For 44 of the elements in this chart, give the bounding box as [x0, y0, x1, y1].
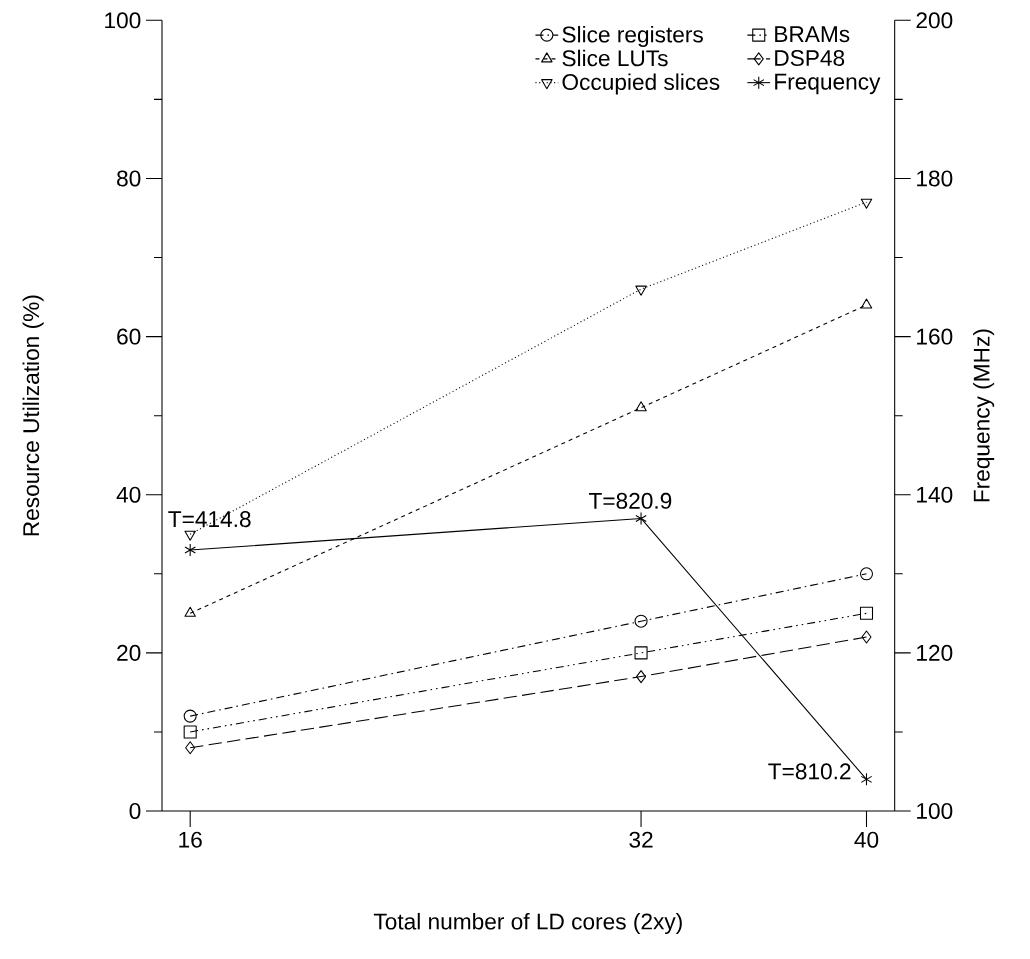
- point: [184, 543, 196, 557]
- annotation: T=820.9: [588, 492, 672, 509]
- legend-label: BRAMs: [775, 26, 850, 43]
- point: [634, 614, 648, 628]
- point: [860, 772, 873, 786]
- point: [184, 530, 196, 541]
- y2-tick-label: 160: [917, 328, 953, 345]
- legend-label: Slice LUTs: [562, 49, 668, 67]
- x-tick-label: 16: [179, 831, 202, 848]
- point: [183, 709, 197, 723]
- point: [859, 606, 874, 620]
- point: [184, 606, 196, 617]
- y2-tick-label: 120: [917, 644, 953, 661]
- x-tick-label: 32: [629, 831, 653, 848]
- annotation: T=810.2: [768, 763, 851, 780]
- y-tick-label: 60: [117, 328, 141, 345]
- y2-tick-label: 140: [917, 486, 953, 503]
- y-tick-label: 20: [117, 644, 141, 661]
- y-tick-label: 40: [116, 486, 141, 503]
- point: [636, 670, 647, 684]
- y2-tick-label: 180: [917, 170, 953, 187]
- x-axis-title: Total number of LD cores (2xy): [373, 912, 682, 935]
- y2-axis-title: Frequency (MHz): [973, 329, 995, 502]
- legend-label: Slice registers: [562, 25, 703, 48]
- y-tick-label: 0: [129, 802, 141, 820]
- point: [635, 511, 647, 525]
- x-tick-label: 40: [854, 831, 879, 848]
- point: [860, 198, 873, 209]
- annotation: T=414.8: [168, 511, 251, 528]
- point: [185, 741, 196, 755]
- point: [634, 646, 648, 660]
- y2-tick-label: 200: [916, 12, 953, 29]
- y2-tick-label: 100: [917, 802, 953, 820]
- legend-label: DSP48: [775, 49, 845, 67]
- legend-label: Occupied slices: [562, 73, 720, 95]
- point: [859, 567, 874, 581]
- point: [635, 285, 647, 296]
- point: [861, 630, 872, 644]
- point: [183, 725, 197, 739]
- y-tick-label: 100: [105, 12, 141, 29]
- point: [635, 401, 647, 412]
- y-axis-title: Resource Utilization (%): [22, 295, 44, 536]
- y-tick-label: 80: [117, 170, 141, 187]
- legend-label: Frequency: [775, 73, 881, 95]
